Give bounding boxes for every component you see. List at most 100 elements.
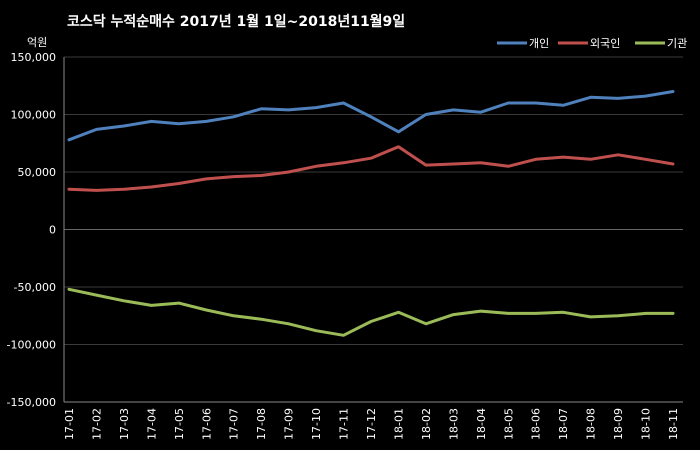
x-tick-label: 18-03: [447, 408, 460, 440]
y-tick-label: -150,000: [7, 396, 56, 409]
data-point: [205, 308, 208, 312]
data-point: [616, 314, 620, 317]
data-point: [150, 185, 153, 189]
legend-label: 기관: [667, 37, 687, 50]
x-tick-label: 17-10: [310, 408, 323, 440]
chart-title: 코스닥 누적순매수 2017년 1월 1일~2018년11월9일: [67, 13, 405, 30]
y-tick-label: 100,000: [11, 109, 57, 122]
data-point: [479, 111, 483, 114]
data-point: [452, 313, 455, 316]
data-point: [479, 161, 483, 164]
data-point: [424, 322, 428, 325]
data-point: [259, 107, 263, 110]
data-point: [122, 299, 126, 302]
data-point: [397, 311, 400, 314]
data-point: [507, 165, 510, 168]
data-point: [561, 311, 565, 314]
data-point: [534, 312, 537, 315]
data-point: [671, 90, 675, 93]
data-point: [589, 96, 592, 99]
x-tick-label: 18-02: [420, 408, 433, 440]
data-point: [122, 188, 126, 191]
data-point: [644, 312, 647, 315]
data-point: [314, 329, 318, 332]
x-tick-label: 18-01: [392, 408, 405, 440]
x-tick-label: 18-04: [475, 408, 488, 440]
x-tick-label: 17-09: [283, 408, 296, 440]
data-point: [507, 101, 510, 105]
data-point: [452, 108, 455, 112]
data-point: [424, 113, 428, 116]
x-tick-label: 17-02: [90, 408, 103, 440]
legend-label: 외국인: [590, 37, 620, 50]
x-tick-label: 17-12: [365, 408, 378, 440]
x-tick-label: 17-11: [338, 408, 351, 440]
data-point: [616, 97, 620, 100]
data-point: [644, 94, 647, 98]
y-tick-label: -50,000: [14, 281, 56, 294]
data-point: [342, 334, 345, 337]
data-point: [534, 158, 537, 161]
data-point: [205, 120, 208, 123]
legend: 개인 외국인 기관: [497, 37, 687, 50]
data-point: [507, 312, 510, 315]
data-point: [67, 188, 71, 191]
y-tick-label: 50,000: [18, 166, 57, 179]
y-unit-label: 억원: [27, 36, 47, 49]
data-point: [287, 108, 290, 112]
data-point: [287, 170, 290, 174]
data-point: [67, 138, 71, 141]
data-point: [561, 104, 565, 107]
data-point: [67, 288, 71, 291]
data-point: [314, 106, 318, 109]
x-tick-label: 18-05: [502, 408, 515, 440]
axes: 150,000 100,000 50,000 0 -50,000 -100,000 -150…: [7, 51, 683, 440]
data-point: [534, 101, 537, 105]
data-point: [177, 301, 181, 305]
data-point: [95, 189, 98, 192]
data-point: [150, 304, 153, 307]
x-tick-label: 17-07: [228, 408, 241, 440]
x-tick-label: 17-04: [145, 408, 158, 440]
x-tick-label: 17-08: [255, 408, 268, 440]
y-tick-label: -100,000: [7, 339, 56, 352]
series-lines: [67, 90, 675, 337]
data-point: [369, 115, 373, 119]
data-point: [397, 145, 400, 148]
x-tick-label: 18-09: [612, 408, 625, 440]
data-point: [232, 115, 235, 119]
x-tick-label: 18-06: [530, 408, 543, 440]
data-point: [177, 122, 181, 125]
data-point: [259, 318, 263, 321]
data-point: [397, 130, 400, 133]
data-point: [287, 322, 290, 325]
data-point: [671, 162, 675, 166]
legend-label: 개인: [529, 37, 549, 50]
data-point: [232, 175, 235, 178]
x-tick-label: 18-08: [585, 408, 598, 440]
data-point: [342, 161, 345, 164]
data-point: [177, 182, 181, 185]
data-point: [342, 101, 345, 105]
x-tick-label: 17-06: [200, 408, 213, 440]
data-point: [479, 309, 483, 313]
data-point: [616, 153, 620, 156]
x-tick-label: 18-11: [667, 408, 680, 440]
data-point: [369, 320, 373, 323]
data-point: [424, 163, 428, 167]
data-point: [95, 293, 98, 297]
x-tick-label: 17-05: [173, 408, 186, 440]
x-tick-label: 17-01: [63, 408, 76, 440]
y-tick-label: 150,000: [11, 51, 57, 64]
data-point: [95, 128, 98, 131]
x-tick-label: 17-03: [118, 408, 131, 440]
data-point: [150, 120, 153, 123]
data-point: [671, 312, 675, 315]
data-point: [205, 177, 208, 181]
x-tick-label: 18-10: [640, 408, 653, 440]
data-point: [259, 174, 263, 177]
data-point: [561, 155, 565, 159]
data-point: [369, 157, 373, 160]
data-point: [644, 158, 647, 161]
